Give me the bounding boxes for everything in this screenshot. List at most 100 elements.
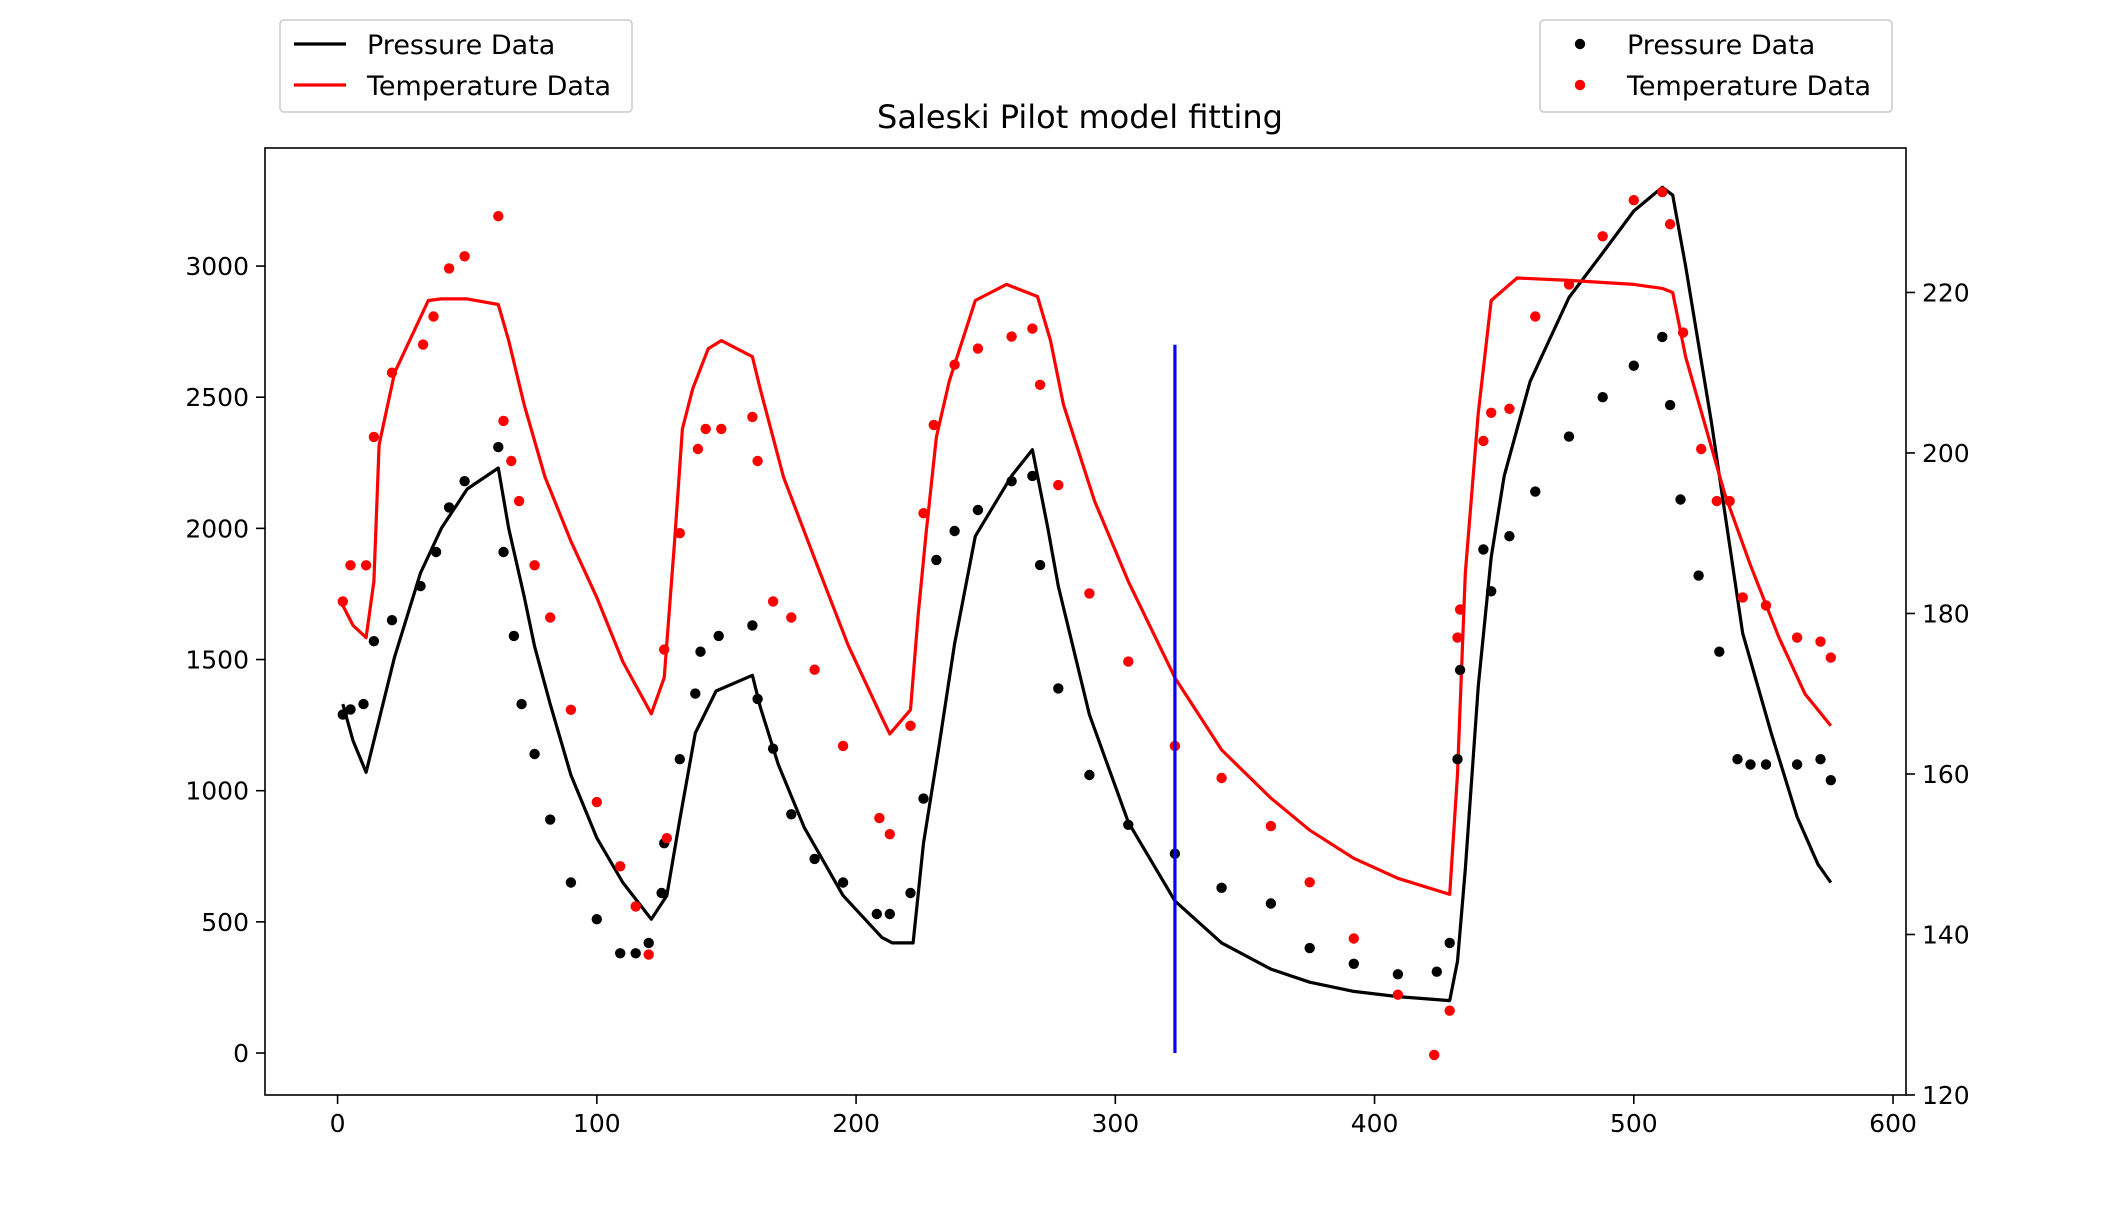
- data-point-3-17: [615, 861, 626, 872]
- axes: 0 100 200 300 400 500 600 0 500 1000 1500 2000 2500 3…: [185, 147, 1970, 1138]
- data-point-2-38: [972, 504, 984, 516]
- y-tick-label-5: 2500: [185, 383, 249, 412]
- data-point-3-66: [1711, 495, 1723, 507]
- data-point-3-25: [716, 423, 727, 435]
- x-tick-label-5: 500: [1610, 1109, 1658, 1138]
- data-point-2-65: [1693, 570, 1704, 581]
- plot-area: [337, 185, 1837, 1061]
- data-point-3-60: [1597, 231, 1608, 242]
- legend-right: Pressure Data Temperature Data: [1539, 19, 1893, 113]
- data-point-2-24: [695, 646, 706, 657]
- data-point-2-69: [1760, 759, 1772, 770]
- data-point-3-62: [1657, 186, 1668, 198]
- legend-left-label-1: Temperature Data: [366, 71, 611, 102]
- data-point-3-42: [1053, 479, 1064, 491]
- data-point-3-68: [1737, 592, 1748, 603]
- data-point-3-48: [1304, 877, 1315, 888]
- data-point-3-15: [565, 704, 577, 715]
- data-point-2-51: [1431, 966, 1443, 977]
- data-point-3-69: [1760, 600, 1772, 611]
- data-point-2-16: [591, 914, 602, 925]
- data-point-2-12: [516, 698, 527, 710]
- legend-left-frame: [279, 19, 633, 113]
- series-line-0: [341, 185, 1833, 1003]
- data-point-2-22: [674, 754, 685, 765]
- data-point-2-42: [1053, 683, 1064, 694]
- data-point-3-27: [752, 455, 763, 467]
- data-point-3-19: [643, 949, 654, 960]
- data-point-2-19: [643, 937, 654, 949]
- data-point-3-28: [767, 596, 779, 607]
- data-point-2-61: [1628, 360, 1640, 371]
- y2-tick-label-2: 160: [1922, 760, 1970, 789]
- plot-frame: [264, 147, 1907, 1096]
- y2-tick-label-5: 220: [1922, 278, 1970, 307]
- data-point-2-25: [713, 630, 724, 642]
- data-point-2-9: [493, 441, 504, 453]
- data-point-2-70: [1791, 759, 1803, 770]
- data-point-2-35: [918, 793, 929, 804]
- data-point-2-40: [1027, 470, 1038, 482]
- data-point-3-34: [905, 720, 916, 731]
- legend-right-swatch-1: [1574, 79, 1586, 91]
- data-point-2-7: [443, 502, 455, 513]
- x-tick-label-0: 0: [330, 1109, 346, 1138]
- data-point-3-71: [1815, 636, 1826, 647]
- data-point-2-41: [1034, 559, 1046, 571]
- data-point-3-11: [506, 455, 517, 467]
- data-point-2-60: [1597, 392, 1608, 403]
- data-point-3-13: [529, 560, 540, 571]
- data-point-3-29: [786, 612, 797, 623]
- data-point-2-15: [565, 877, 577, 888]
- data-point-3-6: [428, 311, 439, 322]
- data-point-3-1: [345, 560, 356, 571]
- data-point-3-24: [700, 423, 711, 435]
- legend-right-label-0: Pressure Data: [1627, 30, 1815, 61]
- data-point-3-53: [1452, 632, 1463, 643]
- data-point-3-38: [972, 343, 984, 354]
- data-point-3-46: [1216, 772, 1227, 784]
- data-point-2-5: [415, 580, 426, 592]
- data-point-2-58: [1530, 486, 1541, 497]
- y-tick-label-0: 0: [233, 1039, 249, 1068]
- data-point-3-51: [1429, 1049, 1440, 1061]
- data-point-3-35: [918, 508, 929, 519]
- data-point-3-64: [1677, 327, 1689, 338]
- data-point-3-31: [837, 740, 849, 752]
- data-point-3-14: [545, 612, 556, 623]
- data-point-2-71: [1815, 754, 1826, 765]
- data-point-2-0: [337, 709, 348, 720]
- data-point-3-52: [1444, 1005, 1455, 1016]
- legend-right-frame: [1539, 19, 1893, 113]
- data-point-3-37: [949, 359, 960, 370]
- data-point-3-70: [1791, 632, 1803, 643]
- data-point-3-18: [630, 901, 641, 912]
- y-tick-label-1: 500: [201, 908, 249, 937]
- data-point-2-43: [1084, 769, 1095, 781]
- chart-title: Saleski Pilot model fitting: [877, 98, 1283, 136]
- data-point-2-27: [752, 693, 763, 705]
- data-point-3-23: [692, 443, 704, 455]
- y-tick-label-6: 3000: [185, 252, 249, 281]
- data-point-3-44: [1123, 656, 1134, 667]
- data-point-2-63: [1664, 399, 1676, 411]
- data-point-3-5: [417, 339, 429, 350]
- data-point-3-58: [1530, 311, 1541, 322]
- data-point-2-56: [1486, 586, 1497, 597]
- data-point-2-28: [767, 743, 779, 754]
- data-point-2-33: [884, 908, 895, 920]
- data-point-3-56: [1486, 407, 1497, 418]
- x-tick-label-3: 300: [1091, 1109, 1139, 1138]
- y-tick-label-2: 1000: [185, 777, 249, 806]
- data-point-2-10: [498, 546, 509, 558]
- data-point-2-23: [690, 688, 701, 699]
- data-point-3-20: [659, 644, 670, 655]
- data-point-3-22: [674, 528, 685, 539]
- data-point-2-20: [656, 887, 667, 899]
- data-point-2-68: [1745, 759, 1756, 770]
- data-point-3-2: [360, 560, 372, 571]
- data-point-2-11: [508, 630, 520, 642]
- data-point-2-59: [1563, 431, 1575, 442]
- data-point-2-49: [1348, 958, 1360, 969]
